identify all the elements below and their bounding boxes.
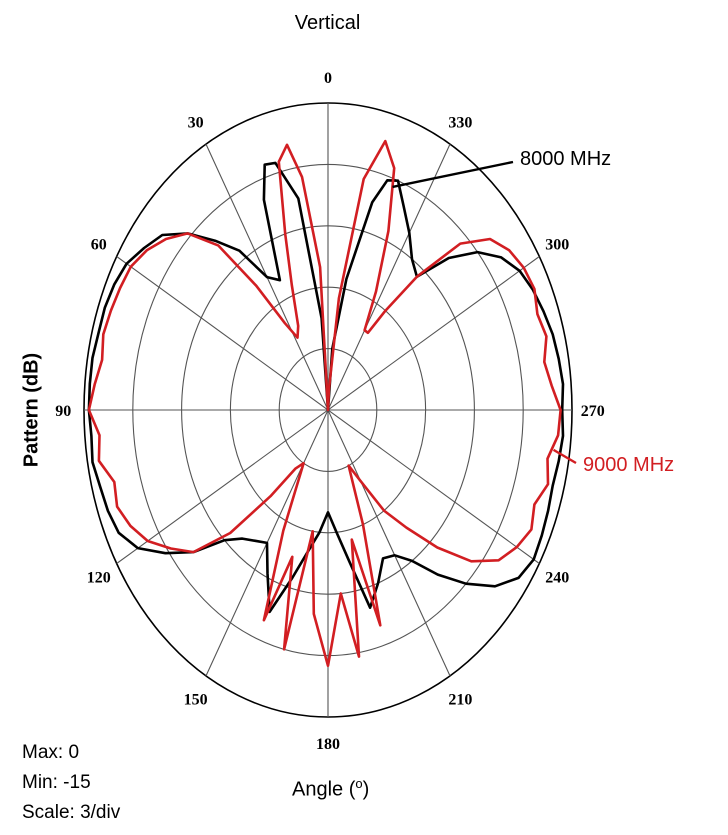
max-value-text: Max: 0	[22, 742, 80, 763]
angle-tick-label-270: 270	[581, 403, 605, 420]
y-axis-label: Pattern (dB)	[20, 352, 43, 468]
angle-tick-label-150: 150	[184, 691, 208, 708]
annotation-label-9000-mhz: 9000 MHz	[583, 454, 674, 476]
annotation-leader-1	[552, 448, 577, 465]
scale-info: Max: 0 Min: -15 Scale: 3/div	[22, 738, 120, 828]
annotation-leader-0	[392, 160, 514, 189]
angle-tick-label-30: 30	[188, 115, 204, 132]
x-axis-label-base: Angle (	[292, 778, 356, 801]
angle-tick-label-180: 180	[316, 736, 340, 753]
angle-tick-label-90: 90	[55, 403, 71, 420]
scale-text: Scale: 3/div	[22, 802, 121, 823]
angle-tick-label-120: 120	[87, 570, 111, 587]
x-axis-label: Angle (o)	[292, 776, 369, 802]
angle-tick-label-60: 60	[91, 236, 107, 253]
series-line-9000-mhz	[87, 139, 562, 668]
angle-tick-labels: 0 330 300 270 240 210 180 150 120 90 60 30	[55, 70, 604, 753]
angle-tick-label-210: 210	[448, 691, 472, 708]
series-line-8000-mhz	[87, 161, 565, 614]
x-axis-label-close: )	[362, 778, 370, 801]
annotation-label-8000-mhz: 8000 MHz	[520, 148, 611, 170]
angle-tick-label-240: 240	[545, 570, 569, 587]
angle-tick-label-0: 0	[324, 70, 332, 87]
angle-tick-label-330: 330	[448, 115, 472, 132]
chart-title: Vertical	[294, 12, 361, 34]
x-axis-label-degree: o	[355, 776, 363, 791]
series-lines	[87, 139, 565, 668]
angle-tick-label-300: 300	[545, 236, 569, 253]
min-value-text: Min: -15	[22, 772, 91, 793]
annotations: 8000 MHz 9000 MHz	[392, 148, 674, 476]
